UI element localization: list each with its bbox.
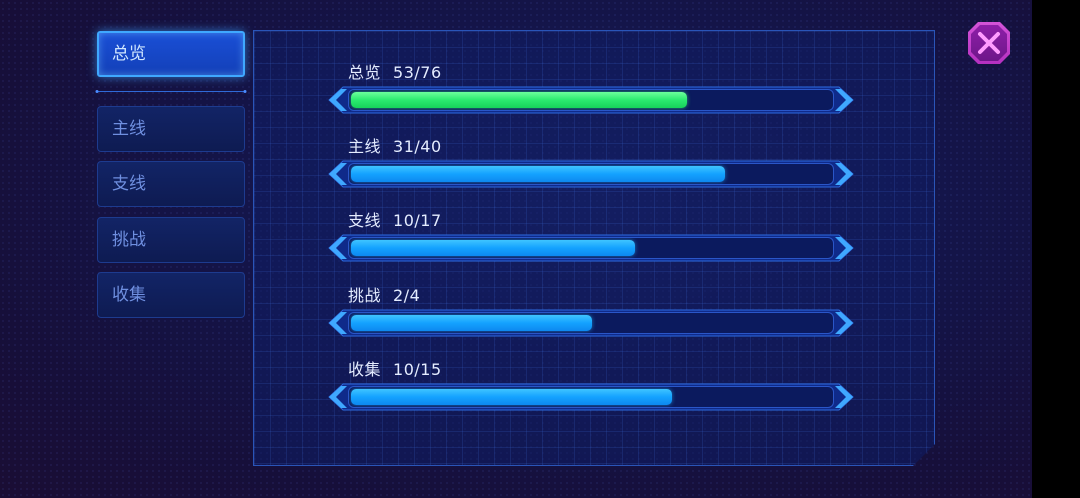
progress-label-overview: 总览 53/76	[348, 63, 442, 82]
tab-challenge[interactable]: 挑战	[97, 217, 245, 263]
progress-bar-main-quest	[327, 159, 855, 189]
tab-collection-label: 收集	[112, 285, 146, 305]
close-button[interactable]	[968, 22, 1010, 64]
tab-main-quest-label: 主线	[112, 119, 146, 139]
tab-overview-label: 总览	[112, 44, 146, 64]
progress-fill-side-quest	[351, 240, 635, 256]
screen-edge	[1032, 0, 1080, 498]
tab-challenge-label: 挑战	[112, 230, 146, 250]
tab-main-quest[interactable]: 主线	[97, 106, 245, 152]
progress-bar-collection	[327, 382, 855, 412]
progress-fill-overview	[351, 92, 687, 108]
progress-label-challenge: 挑战 2/4	[348, 286, 421, 305]
progress-fill-challenge	[351, 315, 592, 331]
progress-fill-collection	[351, 389, 672, 405]
close-x-icon	[978, 32, 1000, 54]
tab-overview[interactable]: 总览	[97, 31, 245, 77]
progress-bar-overview	[327, 85, 855, 115]
tab-collection[interactable]: 收集	[97, 272, 245, 318]
progress-bar-side-quest	[327, 233, 855, 263]
progress-bar-challenge	[327, 308, 855, 338]
tab-side-quest-label: 支线	[112, 174, 146, 194]
progress-label-main-quest: 主线 31/40	[348, 137, 442, 156]
tab-divider	[95, 90, 247, 93]
tab-side-quest[interactable]: 支线	[97, 161, 245, 207]
progress-fill-main-quest	[351, 166, 725, 182]
progress-label-side-quest: 支线 10/17	[348, 211, 442, 230]
progress-label-collection: 收集 10/15	[348, 360, 442, 379]
